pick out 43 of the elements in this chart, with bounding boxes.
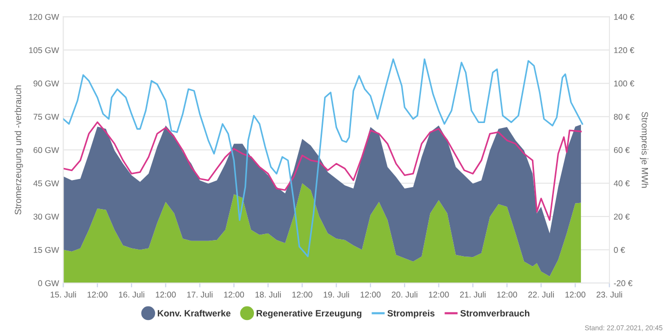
legend-label: Konv. Kraftwerke [158, 310, 230, 316]
y-tick-label: 45 GW [33, 180, 60, 186]
line-series [63, 58, 584, 258]
y2-tick-label: 20 € [614, 214, 630, 220]
y2-tick-label: 60 € [614, 147, 630, 154]
y-tick-label: 30 GW [33, 214, 60, 220]
x-tick-label: 22. Juli [528, 291, 554, 298]
x-tick-label: 12:00 [497, 292, 518, 298]
x-tick-label: 20. Juli [392, 291, 418, 298]
y-tick-label: 105 GW [29, 47, 60, 54]
y-tick-label: 15 GW [34, 246, 60, 253]
x-tick-label: 21. Juli [460, 291, 486, 298]
y2-tick-label: 120 € [614, 47, 634, 54]
x-tick-label: 12:00 [292, 292, 312, 298]
x-tick-label: 17. Juli [187, 291, 212, 298]
legend-label: Stromverbrauch [460, 310, 530, 316]
y-tick-label: 75 GW [34, 114, 60, 120]
y2-tick-label: -20 € [614, 280, 632, 286]
y2-tick-label: 0 € [614, 246, 626, 253]
x-tick-label: 12:00 [224, 292, 244, 298]
x-tick-label: 12:00 [88, 292, 108, 298]
y2-tick-label: 80 € [614, 114, 630, 120]
x-tick-label: 19. Juli [324, 291, 349, 298]
y2-tick-label: 100 € [614, 80, 634, 86]
y-axis-title: Stromerzeugung und -verbrauch [14, 86, 23, 214]
y-tick-label: 90 GW [34, 80, 60, 86]
x-tick-label: 23. Juli [596, 291, 622, 298]
y2-tick-label: 140 € [614, 14, 634, 20]
x-tick-label: 12:00 [428, 292, 449, 298]
y2-axis-title: Strompreis je MWh [640, 112, 648, 188]
line-series [63, 121, 582, 221]
x-tick-label: 12:00 [565, 292, 586, 298]
y2-tick-label: 40 € [614, 180, 630, 186]
x-tick-label: 12:00 [156, 292, 176, 298]
x-tick-label: 18. Juli [256, 291, 281, 298]
x-tick-label: 15. Juli [50, 291, 76, 298]
legend-label: Regenerative Erzeugung [256, 310, 362, 318]
y-tick-label: 60 GW [34, 147, 60, 154]
y-tick-label: 0 GW [38, 280, 60, 286]
x-tick-label: 16. Juli [118, 291, 144, 298]
legend-label: Strompreis [387, 310, 434, 318]
y-tick-label: 120 GW [29, 14, 60, 20]
x-tick-label: 12:00 [360, 292, 381, 298]
